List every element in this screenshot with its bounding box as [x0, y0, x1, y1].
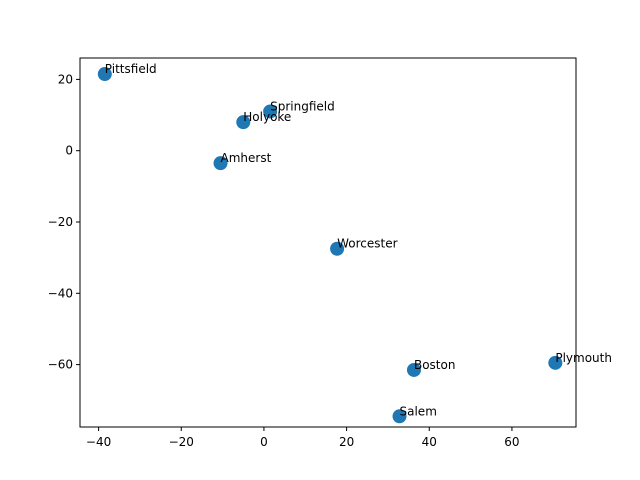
point-label-salem: Salem — [400, 404, 437, 418]
y-tick-label: 0 — [65, 144, 73, 158]
x-tick-label: 20 — [339, 435, 354, 449]
data-point-worcester — [330, 241, 345, 256]
point-label-amherst: Amherst — [221, 151, 272, 165]
y-axis: 20 0 −20 −40 −60 — [48, 72, 80, 372]
data-point-holyoke — [236, 115, 251, 130]
x-tick-label: 40 — [422, 435, 437, 449]
x-tick-label: −20 — [169, 435, 194, 449]
point-label-boston: Boston — [414, 358, 455, 372]
points-layer — [97, 67, 563, 424]
point-label-worcester: Worcester — [337, 237, 397, 251]
data-point-plymouth — [548, 355, 563, 370]
point-label-pittsfield: Pittsfield — [105, 62, 157, 76]
point-label-springfield: Springfield — [270, 99, 335, 113]
point-label-plymouth: Plymouth — [555, 351, 612, 365]
y-tick-label: −20 — [48, 215, 73, 229]
data-point-pittsfield — [97, 67, 112, 82]
data-point-salem — [392, 409, 407, 424]
point-label-holyoke: Holyoke — [243, 110, 291, 124]
data-point-springfield — [263, 104, 278, 119]
y-tick-label: −60 — [48, 358, 73, 372]
x-axis: −40 −20 0 20 40 60 — [86, 427, 520, 449]
data-point-amherst — [213, 156, 228, 171]
x-tick-label: −40 — [86, 435, 111, 449]
y-tick-label: 20 — [58, 72, 73, 86]
x-tick-label: 0 — [260, 435, 268, 449]
data-point-boston — [406, 362, 421, 377]
plot-area-frame — [79, 57, 577, 428]
x-tick-label: 60 — [504, 435, 519, 449]
y-tick-label: −40 — [48, 286, 73, 300]
